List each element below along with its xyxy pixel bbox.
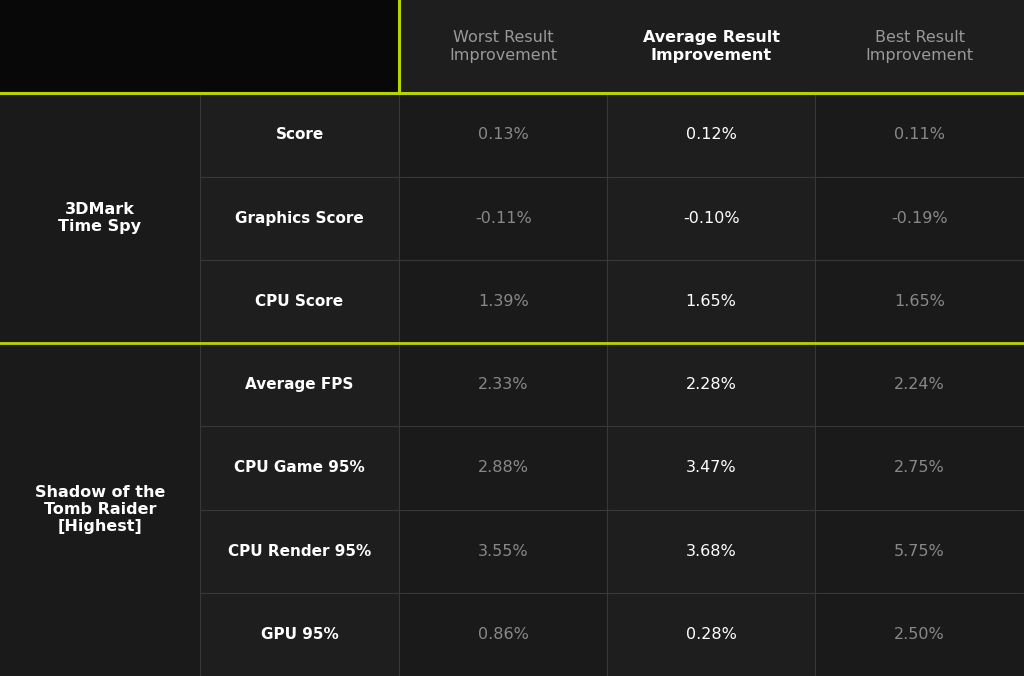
Text: Score: Score xyxy=(275,127,324,143)
Text: 3DMark
Time Spy: 3DMark Time Spy xyxy=(58,202,141,235)
Text: Average Result
Improvement: Average Result Improvement xyxy=(643,30,779,63)
Bar xyxy=(607,93,815,176)
Bar xyxy=(815,260,1024,343)
Text: 3.68%: 3.68% xyxy=(686,544,736,558)
Bar xyxy=(607,176,815,260)
Bar xyxy=(399,510,607,593)
Bar xyxy=(200,510,399,593)
Text: 2.50%: 2.50% xyxy=(894,627,945,642)
Text: 5.75%: 5.75% xyxy=(894,544,945,558)
Text: 0.13%: 0.13% xyxy=(478,127,528,143)
Bar xyxy=(0,343,200,676)
Text: 0.86%: 0.86% xyxy=(478,627,528,642)
Text: CPU Game 95%: CPU Game 95% xyxy=(234,460,365,475)
Text: 3.47%: 3.47% xyxy=(686,460,736,475)
Bar xyxy=(399,427,607,510)
Bar xyxy=(0,0,399,93)
Text: CPU Render 95%: CPU Render 95% xyxy=(228,544,371,558)
Text: Shadow of the
Tomb Raider
[Highest]: Shadow of the Tomb Raider [Highest] xyxy=(35,485,165,535)
Bar xyxy=(607,510,815,593)
Bar xyxy=(815,510,1024,593)
Text: 2.24%: 2.24% xyxy=(894,377,945,392)
Text: 2.75%: 2.75% xyxy=(894,460,945,475)
Text: -0.11%: -0.11% xyxy=(475,211,531,226)
Text: 1.65%: 1.65% xyxy=(686,294,736,309)
Bar xyxy=(399,343,607,427)
Bar xyxy=(200,260,399,343)
Bar xyxy=(815,427,1024,510)
Bar xyxy=(399,260,607,343)
Bar xyxy=(200,593,399,676)
Text: 0.28%: 0.28% xyxy=(686,627,736,642)
Text: CPU Score: CPU Score xyxy=(255,294,344,309)
Text: 1.39%: 1.39% xyxy=(478,294,528,309)
Bar xyxy=(200,93,399,176)
Text: 0.11%: 0.11% xyxy=(894,127,945,143)
Bar xyxy=(607,427,815,510)
Bar xyxy=(399,0,1024,93)
Text: Average FPS: Average FPS xyxy=(246,377,353,392)
Bar xyxy=(607,343,815,427)
Bar xyxy=(200,343,399,427)
Text: -0.10%: -0.10% xyxy=(683,211,739,226)
Bar xyxy=(815,593,1024,676)
Bar xyxy=(607,593,815,676)
Text: 2.28%: 2.28% xyxy=(686,377,736,392)
Bar xyxy=(815,176,1024,260)
Bar xyxy=(0,93,200,343)
Text: GPU 95%: GPU 95% xyxy=(261,627,338,642)
Bar xyxy=(815,93,1024,176)
Text: 2.88%: 2.88% xyxy=(478,460,528,475)
Bar xyxy=(399,176,607,260)
Text: Best Result
Improvement: Best Result Improvement xyxy=(865,30,974,63)
Bar xyxy=(607,260,815,343)
Bar xyxy=(200,427,399,510)
Bar xyxy=(815,343,1024,427)
Text: Graphics Score: Graphics Score xyxy=(236,211,364,226)
Text: 3.55%: 3.55% xyxy=(478,544,528,558)
Text: 0.12%: 0.12% xyxy=(686,127,736,143)
Text: Worst Result
Improvement: Worst Result Improvement xyxy=(450,30,557,63)
Text: -0.19%: -0.19% xyxy=(891,211,948,226)
Bar xyxy=(399,593,607,676)
Bar xyxy=(200,176,399,260)
Text: 2.33%: 2.33% xyxy=(478,377,528,392)
Bar xyxy=(399,93,607,176)
Text: 1.65%: 1.65% xyxy=(894,294,945,309)
